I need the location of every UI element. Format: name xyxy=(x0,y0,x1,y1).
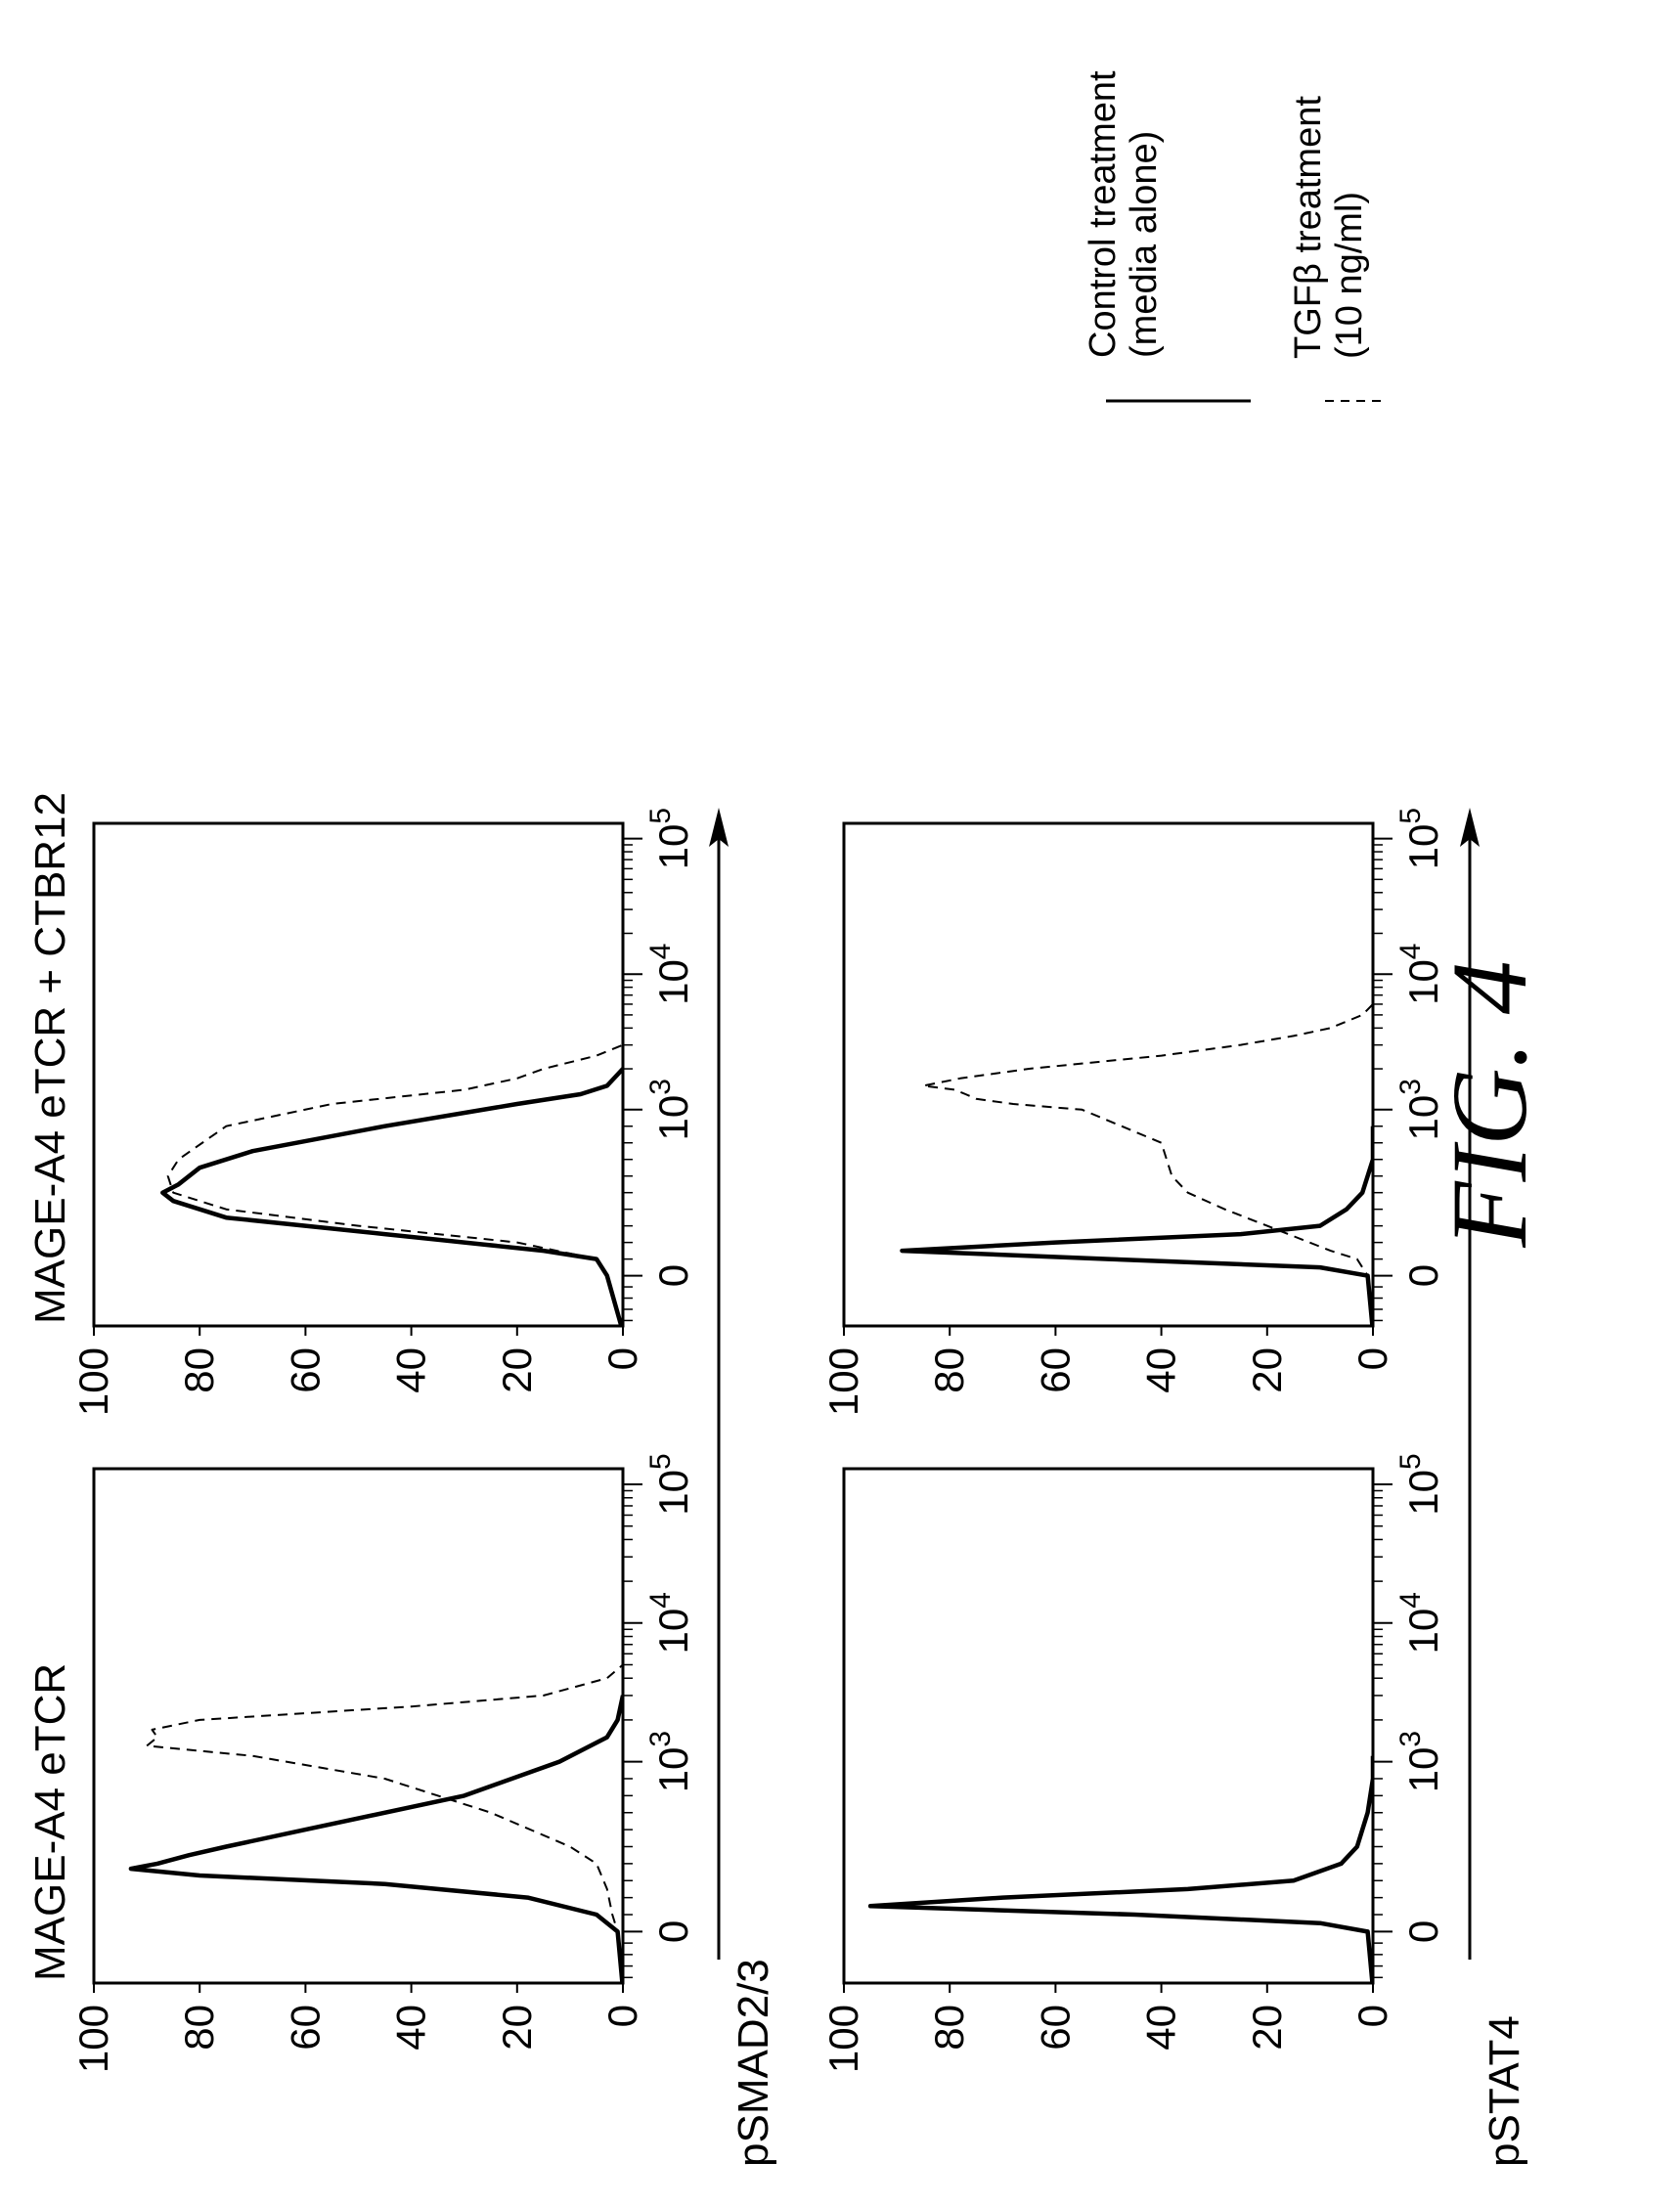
legend-control-sublabel: (media alone) xyxy=(1124,131,1165,358)
series-group xyxy=(160,1043,623,1326)
arrowhead-icon xyxy=(1460,808,1480,847)
x-tick-label: 105 xyxy=(1394,1453,1446,1515)
y-tick-label: 100 xyxy=(820,1347,866,1416)
x-tick-label: 0 xyxy=(1400,1264,1446,1287)
chart-panel-4: 0 20 40 60 80 100 0 103 104 105 xyxy=(820,808,1446,1416)
y-tick-label: 0 xyxy=(599,2005,645,2027)
y-tick-label: 80 xyxy=(176,2005,222,2051)
y-tick-label: 100 xyxy=(820,2005,866,2073)
plot-frame xyxy=(842,821,1375,1328)
y-tick-label: 60 xyxy=(1032,1347,1078,1393)
arrowhead-icon xyxy=(709,808,729,847)
plot-frame xyxy=(92,1467,625,1985)
x-tick-label: 0 xyxy=(650,1264,696,1287)
plot-frame xyxy=(842,1467,1375,1985)
panels-layer: 0 20 40 60 80 100 0 103 104 105 MAGE-A4 eTCR 0 20 40 6… xyxy=(26,792,1446,2073)
x-tick-label: 103 xyxy=(1394,1079,1446,1140)
y-tick-label: 20 xyxy=(494,2005,540,2051)
y-tick-label: 20 xyxy=(1244,1347,1290,1393)
legend-control-label: Control treatment xyxy=(1083,70,1124,358)
y-tick-label: 60 xyxy=(282,2005,328,2051)
legend-tgfb-sublabel: (10 ng/ml) xyxy=(1329,192,1370,359)
row-label: pSTAT4 xyxy=(1481,2015,1528,2167)
tgfb-series-line xyxy=(869,1755,1373,1983)
figure-label-group: FIG. 4 xyxy=(1430,960,1549,1248)
x-tick-label: 104 xyxy=(1394,1592,1446,1654)
y-tick-label: 60 xyxy=(282,1347,328,1393)
series-group xyxy=(128,1663,623,1983)
chart-title: MAGE-A4 eTCR xyxy=(26,1663,74,1981)
x-tick-label: 103 xyxy=(644,1079,696,1140)
plot-frame xyxy=(92,821,625,1328)
chart-title: MAGE-A4 eTCR + CTBR12 xyxy=(26,792,74,1324)
y-tick-label: 80 xyxy=(926,2005,972,2051)
y-tick-label: 80 xyxy=(176,1347,222,1393)
control-series-line xyxy=(900,1125,1373,1326)
y-tick-label: 0 xyxy=(1349,1347,1395,1370)
figure-label: FIG. 4 xyxy=(1430,960,1549,1248)
row-label: pSMAD2/3 xyxy=(729,1959,777,2167)
x-tick-label: 105 xyxy=(1394,808,1446,869)
series-group xyxy=(900,1003,1373,1326)
y-tick-label: 40 xyxy=(1138,1347,1184,1393)
axis-arrows-layer: pSMAD2/3 pSTAT4 xyxy=(709,808,1528,2167)
y-tick-label: 60 xyxy=(1032,2005,1078,2051)
control-series-line xyxy=(867,1755,1373,1983)
y-tick-label: 0 xyxy=(1349,2005,1395,2027)
y-tick-label: 80 xyxy=(926,1347,972,1393)
y-tick-label: 40 xyxy=(1138,2005,1184,2051)
legend-tgfb-label: TGFβ treatment xyxy=(1288,96,1329,359)
y-tick-label: 0 xyxy=(599,1347,645,1370)
y-tick-label: 100 xyxy=(70,1347,116,1416)
control-series-line xyxy=(128,1695,623,1983)
series-group xyxy=(867,1755,1373,1983)
x-tick-label: 105 xyxy=(644,808,696,869)
y-tick-label: 40 xyxy=(388,1347,434,1393)
chart-panel-1: 0 20 40 60 80 100 0 103 104 105 MAGE-A4 eTCR xyxy=(26,1453,696,2073)
x-tick-label: 103 xyxy=(1394,1731,1446,1792)
tgfb-series-line xyxy=(166,1043,623,1326)
x-tick-label: 104 xyxy=(644,943,696,1004)
control-series-line xyxy=(160,1067,623,1326)
chart-panel-2: 0 20 40 60 80 100 0 103 104 105 MAGE-A4 eTCR + CTB… xyxy=(26,792,696,1416)
y-tick-label: 100 xyxy=(70,2005,116,2073)
x-tick-label: 104 xyxy=(644,1592,696,1654)
y-tick-label: 20 xyxy=(1244,2005,1290,2051)
tgfb-series-line xyxy=(922,1003,1373,1326)
x-tick-label: 0 xyxy=(650,1920,696,1943)
x-tick-label: 104 xyxy=(1394,943,1446,1004)
x-tick-label: 105 xyxy=(644,1453,696,1515)
tgfb-series-line xyxy=(146,1663,623,1983)
x-tick-label: 103 xyxy=(644,1731,696,1792)
y-tick-label: 20 xyxy=(494,1347,540,1393)
y-tick-label: 40 xyxy=(388,2005,434,2051)
legend: Control treatment (media alone) TGFβ tre… xyxy=(1083,70,1387,403)
x-tick-label: 0 xyxy=(1400,1920,1446,1943)
chart-panel-3: 0 20 40 60 80 100 0 103 104 105 xyxy=(820,1453,1446,2073)
